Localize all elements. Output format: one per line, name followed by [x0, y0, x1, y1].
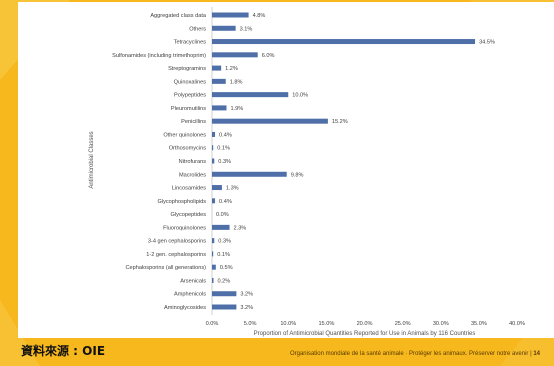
data-label: 0.2%	[218, 278, 231, 284]
data-label: 0.4%	[219, 132, 232, 138]
x-tick-label: 25.0%	[395, 321, 411, 327]
x-tick-label: 10.0%	[280, 321, 296, 327]
source-label: 資料來源 : OIE	[21, 344, 106, 358]
data-label: 1.3%	[226, 186, 239, 192]
bar-chart: Aggregated class data 4.8% Others 3.1% Tetra…	[89, 7, 525, 337]
bar	[212, 277, 214, 283]
category-label: Aminoglycosides	[164, 305, 206, 311]
bar	[212, 78, 226, 84]
bar	[212, 224, 230, 230]
data-label: 3.2%	[240, 305, 253, 311]
category-label: Glycopeptides	[171, 212, 207, 218]
category-label: Arsenicals	[180, 278, 206, 284]
data-label: 0.0%	[216, 212, 229, 218]
bar	[212, 264, 216, 270]
chart-panel: Aggregated class data 4.8% Others 3.1% Tetra…	[18, 2, 554, 338]
category-label: Pleuromutilins	[171, 106, 206, 112]
x-tick-label: 20.0%	[357, 321, 373, 327]
bar	[212, 118, 328, 124]
x-tick-label: 30.0%	[433, 321, 449, 327]
data-label: 1.8%	[230, 79, 243, 85]
category-label: Glycophospholipids	[157, 199, 206, 205]
category-label: 3-4 gen cephalosporins	[148, 239, 206, 245]
bar	[212, 158, 215, 164]
x-axis-title: Proportion of Antimicrobial Quantities R…	[254, 331, 476, 337]
bar	[212, 171, 287, 177]
data-label: 34.5%	[479, 40, 495, 46]
x-tick-label: 15.0%	[318, 321, 334, 327]
bar	[212, 238, 215, 244]
footer-text: Organisation mondiale de la santé animal…	[289, 351, 529, 357]
data-label: 0.1%	[217, 252, 230, 258]
footer: Organisation mondiale de la santé animal…	[289, 351, 540, 357]
data-label: 10.0%	[292, 93, 308, 99]
category-label: Other quinolones	[163, 132, 206, 138]
bar	[212, 304, 237, 310]
x-tick-label: 0.0%	[206, 321, 219, 327]
category-label: Macrolides	[179, 172, 206, 178]
category-label: Penicillins	[181, 119, 206, 125]
bar	[212, 92, 289, 98]
data-label: 4.8%	[253, 13, 266, 19]
y-axis-title: Antimicrobial Classes	[89, 131, 95, 188]
category-label: Amphenicols	[174, 292, 206, 298]
x-tick-label: 5.0%	[244, 321, 257, 327]
category-label: Sulfonamides (including trimethoprim)	[112, 53, 206, 59]
bar	[212, 185, 222, 191]
category-label: Cephalosporins (all generations)	[125, 265, 206, 271]
slide: Aggregated class data 4.8% Others 3.1% Tetra…	[8, 0, 554, 366]
data-label: 0.1%	[217, 146, 230, 152]
data-label: 6.0%	[262, 53, 275, 59]
category-label: Quinoxalines	[174, 79, 207, 85]
data-label: 1.9%	[230, 106, 243, 112]
category-label: Lincosamides	[172, 186, 206, 192]
category-label: Fluoroquinolones	[163, 225, 206, 231]
data-label: 2.3%	[234, 225, 247, 231]
data-label: 0.3%	[218, 239, 231, 245]
x-tick-label: 40.0%	[509, 321, 525, 327]
data-label: 15.2%	[332, 119, 348, 125]
bar	[212, 25, 236, 31]
bar	[212, 52, 258, 58]
data-label: 1.2%	[225, 66, 238, 72]
category-label: Streptogramins	[168, 66, 206, 72]
x-tick-label: 35.0%	[471, 321, 487, 327]
bar	[212, 145, 214, 151]
category-label: Nitrofurans	[179, 159, 207, 165]
bar	[212, 105, 227, 111]
category-label: Tetracyclines	[174, 40, 207, 46]
bar	[212, 198, 216, 204]
bar	[212, 251, 214, 257]
data-label: 3.2%	[240, 292, 253, 298]
data-label: 0.3%	[218, 159, 231, 165]
bar	[212, 12, 249, 18]
data-label: 0.4%	[219, 199, 232, 205]
data-label: 3.1%	[240, 26, 253, 32]
category-label: Orthosomycins	[169, 146, 207, 152]
data-label: 9.8%	[291, 172, 304, 178]
category-label: Polypeptides	[174, 93, 206, 99]
bar	[212, 291, 237, 297]
bar	[212, 131, 216, 137]
bar	[212, 39, 476, 45]
category-label: Aggregated class data	[150, 13, 207, 19]
page-number: 14	[533, 351, 540, 357]
data-label: 0.5%	[220, 265, 233, 271]
bar	[212, 65, 222, 71]
category-label: 1-2 gen. cephalosporins	[146, 252, 206, 258]
category-label: Others	[189, 26, 206, 32]
